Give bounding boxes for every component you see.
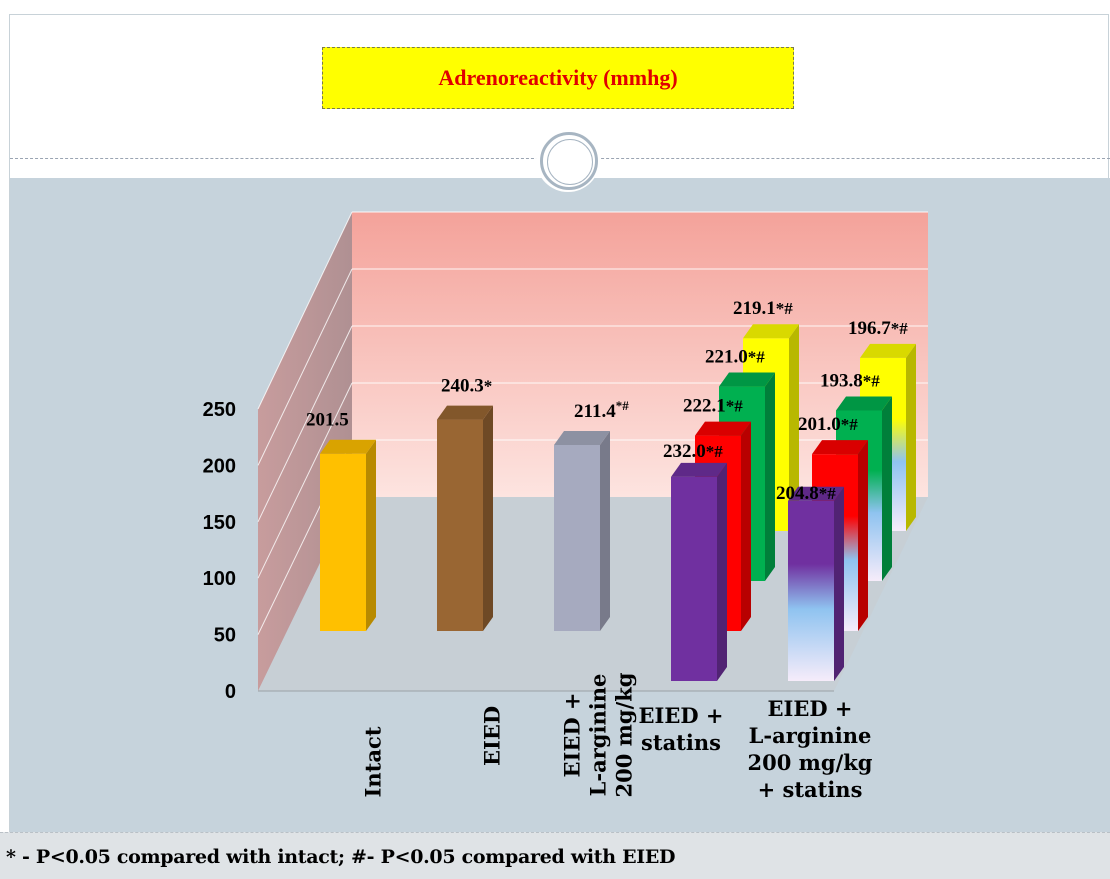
- svg-text:EIED +: EIED +: [768, 696, 853, 721]
- bar-side: [906, 343, 916, 531]
- bar-side: [834, 486, 844, 681]
- category-label: Intact: [361, 726, 386, 797]
- bar-front: [320, 453, 366, 631]
- data-label: 201.0*#: [798, 414, 858, 435]
- bar-front: [788, 500, 834, 681]
- bar-side: [882, 396, 892, 581]
- bar-top: [836, 396, 892, 411]
- bar-top: [437, 405, 493, 420]
- bar: [554, 431, 610, 631]
- side-wall: [258, 212, 352, 691]
- category-labels: Intact EIED EIED + L-arginine 200 mg/kg EIED …: [361, 672, 873, 802]
- bar-side: [717, 462, 727, 681]
- data-label: 196.7*#: [848, 318, 908, 339]
- bar-side: [483, 405, 493, 631]
- bar-side: [366, 439, 376, 631]
- bar: [671, 462, 727, 681]
- gridline-side: [257, 211, 353, 410]
- svg-text:Intact: Intact: [361, 726, 386, 797]
- svg-text:L-arginine: L-arginine: [586, 674, 611, 797]
- category-label: EIED + L-arginine 200 mg/kg: [560, 672, 637, 797]
- footnote-bar: [0, 832, 1110, 879]
- bar-top: [554, 431, 610, 446]
- bar-top: [743, 324, 799, 339]
- data-label: 201.5: [306, 410, 349, 431]
- data-label: 240.3*: [441, 376, 492, 397]
- bar-front: [554, 445, 600, 631]
- data-label: 222.1*#: [683, 396, 743, 417]
- bar-top: [320, 439, 376, 454]
- bar-front: [437, 419, 483, 631]
- bar-front: [671, 476, 717, 681]
- gridline-side: [257, 325, 353, 523]
- bar-top: [695, 421, 751, 436]
- svg-text:EIED: EIED: [480, 706, 505, 766]
- data-label: 211.4*#: [574, 398, 629, 422]
- chart-title: Adrenoreactivity (mmhg): [322, 47, 794, 109]
- svg-text:EIED +: EIED +: [560, 693, 585, 778]
- header-ring-outer: [540, 132, 598, 190]
- svg-text:200 mg/kg: 200 mg/kg: [612, 672, 637, 797]
- bar-side: [858, 440, 868, 631]
- data-label: 219.1*#: [733, 298, 793, 319]
- data-label: 221.0*#: [705, 347, 765, 368]
- bar-side: [741, 421, 751, 631]
- bar: [320, 439, 376, 631]
- bar-top: [788, 486, 844, 501]
- bar-top: [671, 462, 727, 477]
- bar-top: [860, 343, 916, 358]
- svg-text:EIED +: EIED +: [639, 703, 724, 728]
- category-label: EIED +statins: [639, 703, 724, 755]
- bar-top: [719, 372, 775, 387]
- y-tick-label: 100: [203, 568, 236, 590]
- gridline-side: [257, 268, 353, 466]
- data-label: 204.8*#: [776, 483, 836, 504]
- data-label: 232.0*#: [663, 441, 723, 462]
- y-tick-label: 150: [203, 512, 236, 534]
- y-tick-label: 50: [214, 625, 236, 647]
- header-ring-inner: [547, 139, 593, 185]
- y-tick-label: 250: [203, 399, 236, 421]
- bar: [788, 486, 844, 681]
- bar-side: [600, 431, 610, 631]
- bars: [320, 324, 916, 681]
- bar: [437, 405, 493, 631]
- bar-side: [789, 324, 799, 531]
- svg-text:+ statins: + statins: [758, 777, 863, 802]
- y-tick-label: 0: [225, 681, 236, 703]
- bar-side: [765, 372, 775, 581]
- svg-text:L-arginine: L-arginine: [749, 723, 872, 748]
- category-label: EIED: [480, 706, 505, 766]
- data-label: 193.8*#: [820, 370, 880, 391]
- svg-text:200 mg/kg: 200 mg/kg: [748, 750, 873, 775]
- y-axis: 0 50 100 150 200 250: [203, 399, 834, 703]
- footnote: * - P<0.05 compared with intact; #- P<0.…: [6, 846, 676, 868]
- svg-text:statins: statins: [641, 730, 721, 755]
- bar-top: [812, 440, 868, 455]
- gridline-side: [257, 382, 353, 579]
- y-tick-label: 200: [203, 455, 236, 477]
- data-labels: 219.1*# 196.7*# 221.0*# 193.8*# 222.1*# 201.0…: [306, 298, 908, 504]
